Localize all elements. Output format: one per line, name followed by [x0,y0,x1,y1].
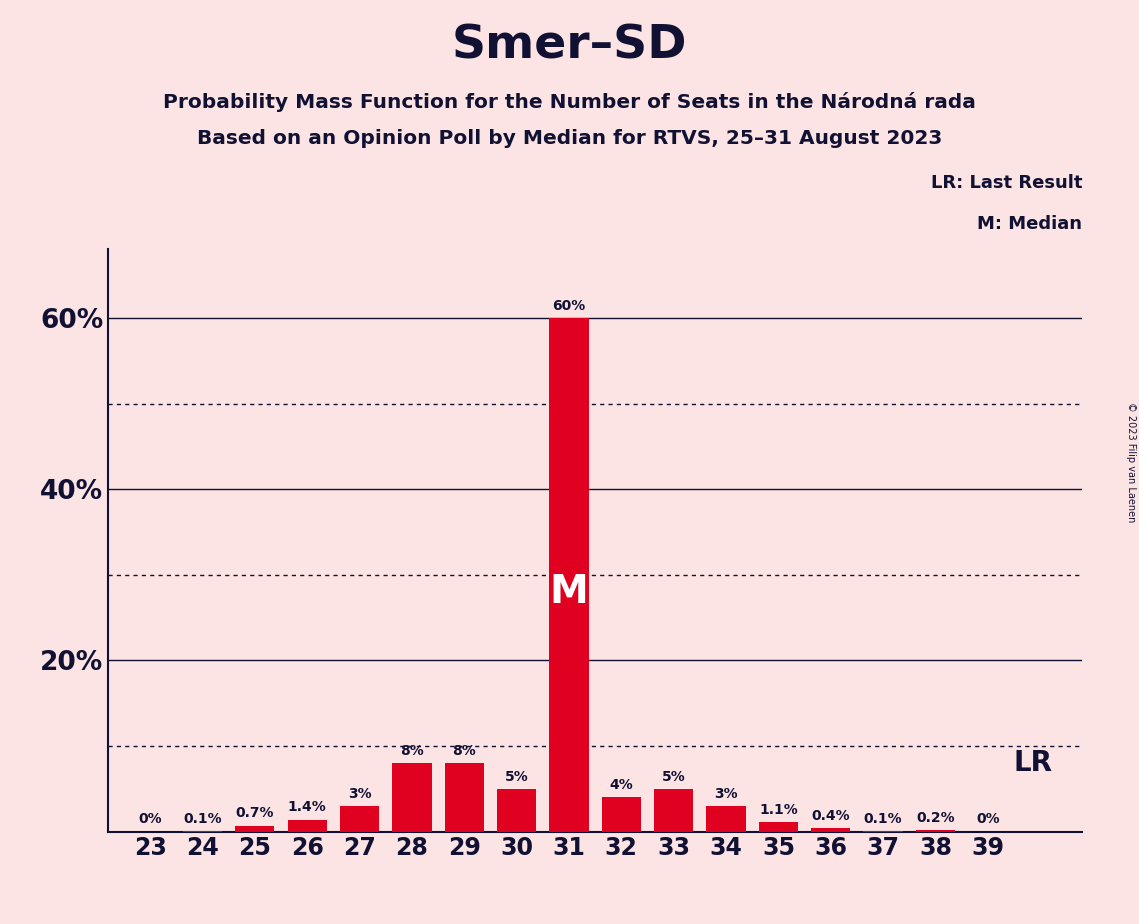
Text: Smer–SD: Smer–SD [452,23,687,68]
Text: 1.4%: 1.4% [288,800,327,814]
Bar [549,318,589,832]
Bar [392,763,432,832]
Text: M: Median: M: Median [977,214,1082,233]
Text: 1.1%: 1.1% [759,803,797,817]
Text: 0.7%: 0.7% [236,807,274,821]
Text: 3%: 3% [714,786,738,801]
Text: Probability Mass Function for the Number of Seats in the Národná rada: Probability Mass Function for the Number… [163,92,976,113]
Text: LR: Last Result: LR: Last Result [931,174,1082,192]
Text: LR: LR [1014,748,1052,776]
Text: M: M [550,573,589,611]
Text: 0.4%: 0.4% [811,809,850,823]
Text: 3%: 3% [347,786,371,801]
Bar [759,822,798,832]
Text: 0.1%: 0.1% [863,811,902,826]
Text: 8%: 8% [452,744,476,758]
Bar [916,830,956,832]
Bar [654,789,694,832]
Text: 0%: 0% [976,812,1000,826]
Text: © 2023 Filip van Laenen: © 2023 Filip van Laenen [1126,402,1136,522]
Text: 5%: 5% [662,770,686,784]
Bar [287,820,327,832]
Text: 4%: 4% [609,778,633,792]
Bar [601,797,641,832]
Text: 0%: 0% [138,812,162,826]
Bar [235,826,274,832]
Bar [444,763,484,832]
Text: Based on an Opinion Poll by Median for RTVS, 25–31 August 2023: Based on an Opinion Poll by Median for R… [197,129,942,149]
Bar [497,789,536,832]
Bar [706,806,746,832]
Bar [811,828,851,832]
Text: 8%: 8% [400,744,424,758]
Text: 0.1%: 0.1% [183,811,222,826]
Text: 0.2%: 0.2% [916,810,954,825]
Text: 5%: 5% [505,770,528,784]
Text: 60%: 60% [552,298,585,313]
Bar [339,806,379,832]
